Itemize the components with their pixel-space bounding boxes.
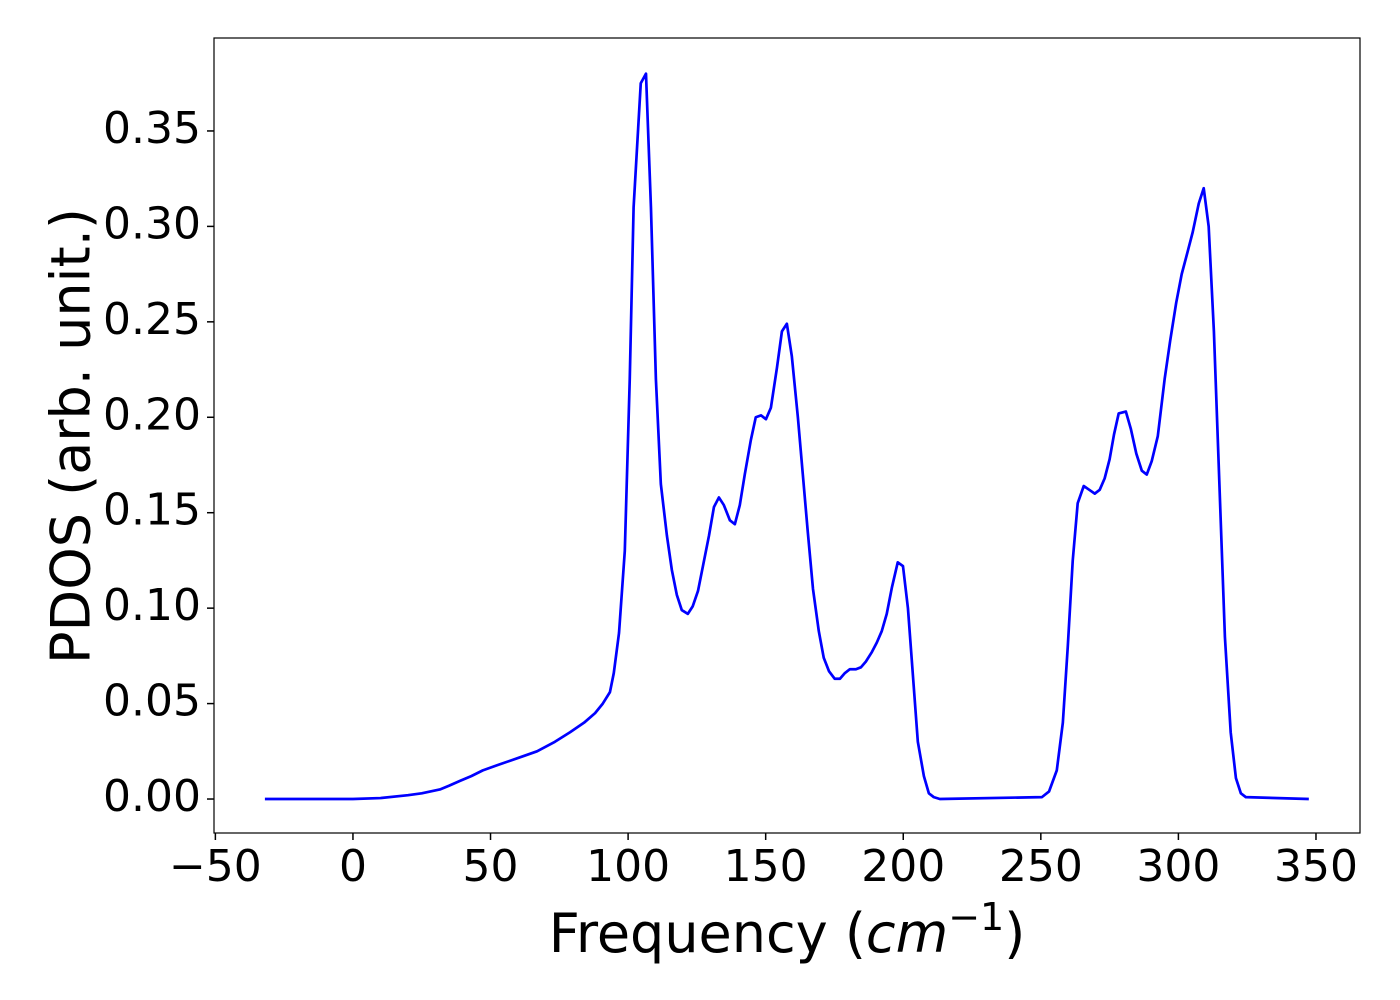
- x-tick-label: 200: [861, 841, 945, 892]
- x-label-exponent: −1: [948, 895, 1004, 939]
- x-tick-label: 300: [1136, 841, 1220, 892]
- x-label-text: Frequency (: [549, 902, 866, 965]
- data-line: [264, 72, 1309, 801]
- y-tick-label: 0.05: [103, 676, 201, 727]
- y-axis-label: PDOS (arb. unit.): [40, 208, 103, 664]
- y-tick-label: 0.20: [103, 389, 201, 440]
- y-tick-label: 0.25: [103, 294, 201, 345]
- y-tick-label: 0.00: [103, 771, 201, 822]
- y-tick-label: 0.35: [103, 103, 201, 154]
- y-tick-label: 0.10: [103, 580, 201, 631]
- x-tick-label: −50: [169, 841, 262, 892]
- x-label-close: ): [1004, 902, 1025, 965]
- x-tick-label: 0: [339, 841, 367, 892]
- x-tick-label: 250: [999, 841, 1083, 892]
- x-label-unit: cm: [866, 902, 948, 965]
- y-tick-label: 0.30: [103, 198, 201, 249]
- x-tick-label: 100: [586, 841, 670, 892]
- y-tick-label: 0.15: [103, 485, 201, 536]
- x-tick-label: 50: [463, 841, 519, 892]
- x-tick-label: 350: [1274, 841, 1358, 892]
- x-axis-label: Frequency (cm−1): [549, 895, 1026, 965]
- plot-frame: [213, 37, 1361, 834]
- x-tick-label: 150: [724, 841, 808, 892]
